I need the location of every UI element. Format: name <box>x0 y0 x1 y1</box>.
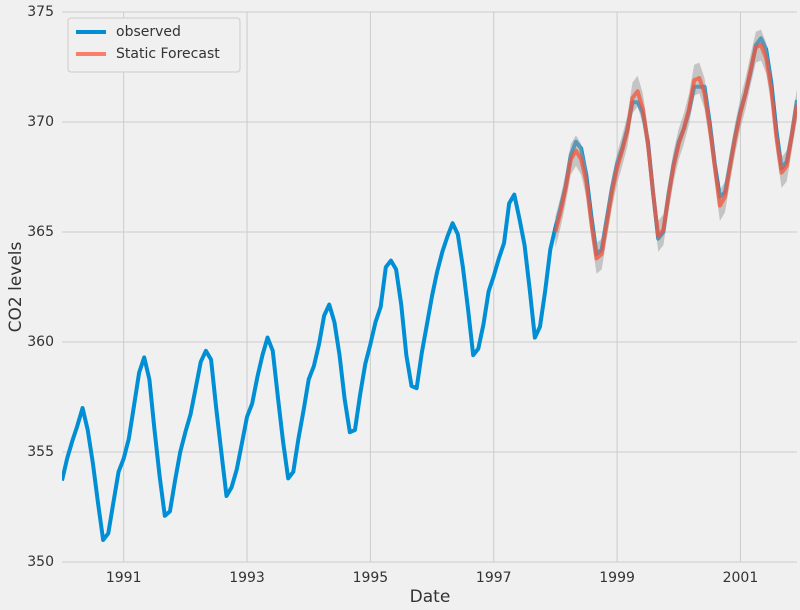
plot-area <box>62 29 797 542</box>
y-tick-label: 355 <box>27 444 54 460</box>
y-tick-label: 365 <box>27 224 54 240</box>
x-tick-label: 1991 <box>106 570 142 586</box>
x-tick-label: 1993 <box>229 570 265 586</box>
legend: observed Static Forecast <box>67 17 241 73</box>
legend-box <box>67 17 241 73</box>
ticks: 350 355 360 365 370 375 1991 1993 1995 1997 1999 20… <box>27 4 758 586</box>
series-line <box>553 43 797 261</box>
y-tick-label: 360 <box>27 334 54 350</box>
x-axis-label: Date <box>410 587 451 607</box>
y-tick-label: 350 <box>27 554 54 570</box>
y-tick-label: 370 <box>27 114 54 130</box>
x-tick-label: 1999 <box>599 570 635 586</box>
legend-label: Static Forecast <box>116 46 220 62</box>
x-tick-label: 1995 <box>353 570 389 586</box>
grid <box>62 11 797 563</box>
x-tick-label: 2001 <box>723 570 759 586</box>
legend-label: observed <box>116 24 181 40</box>
y-axis-label: CO2 levels <box>6 241 26 332</box>
x-tick-label: 1997 <box>476 570 512 586</box>
y-tick-label: 375 <box>27 4 54 20</box>
